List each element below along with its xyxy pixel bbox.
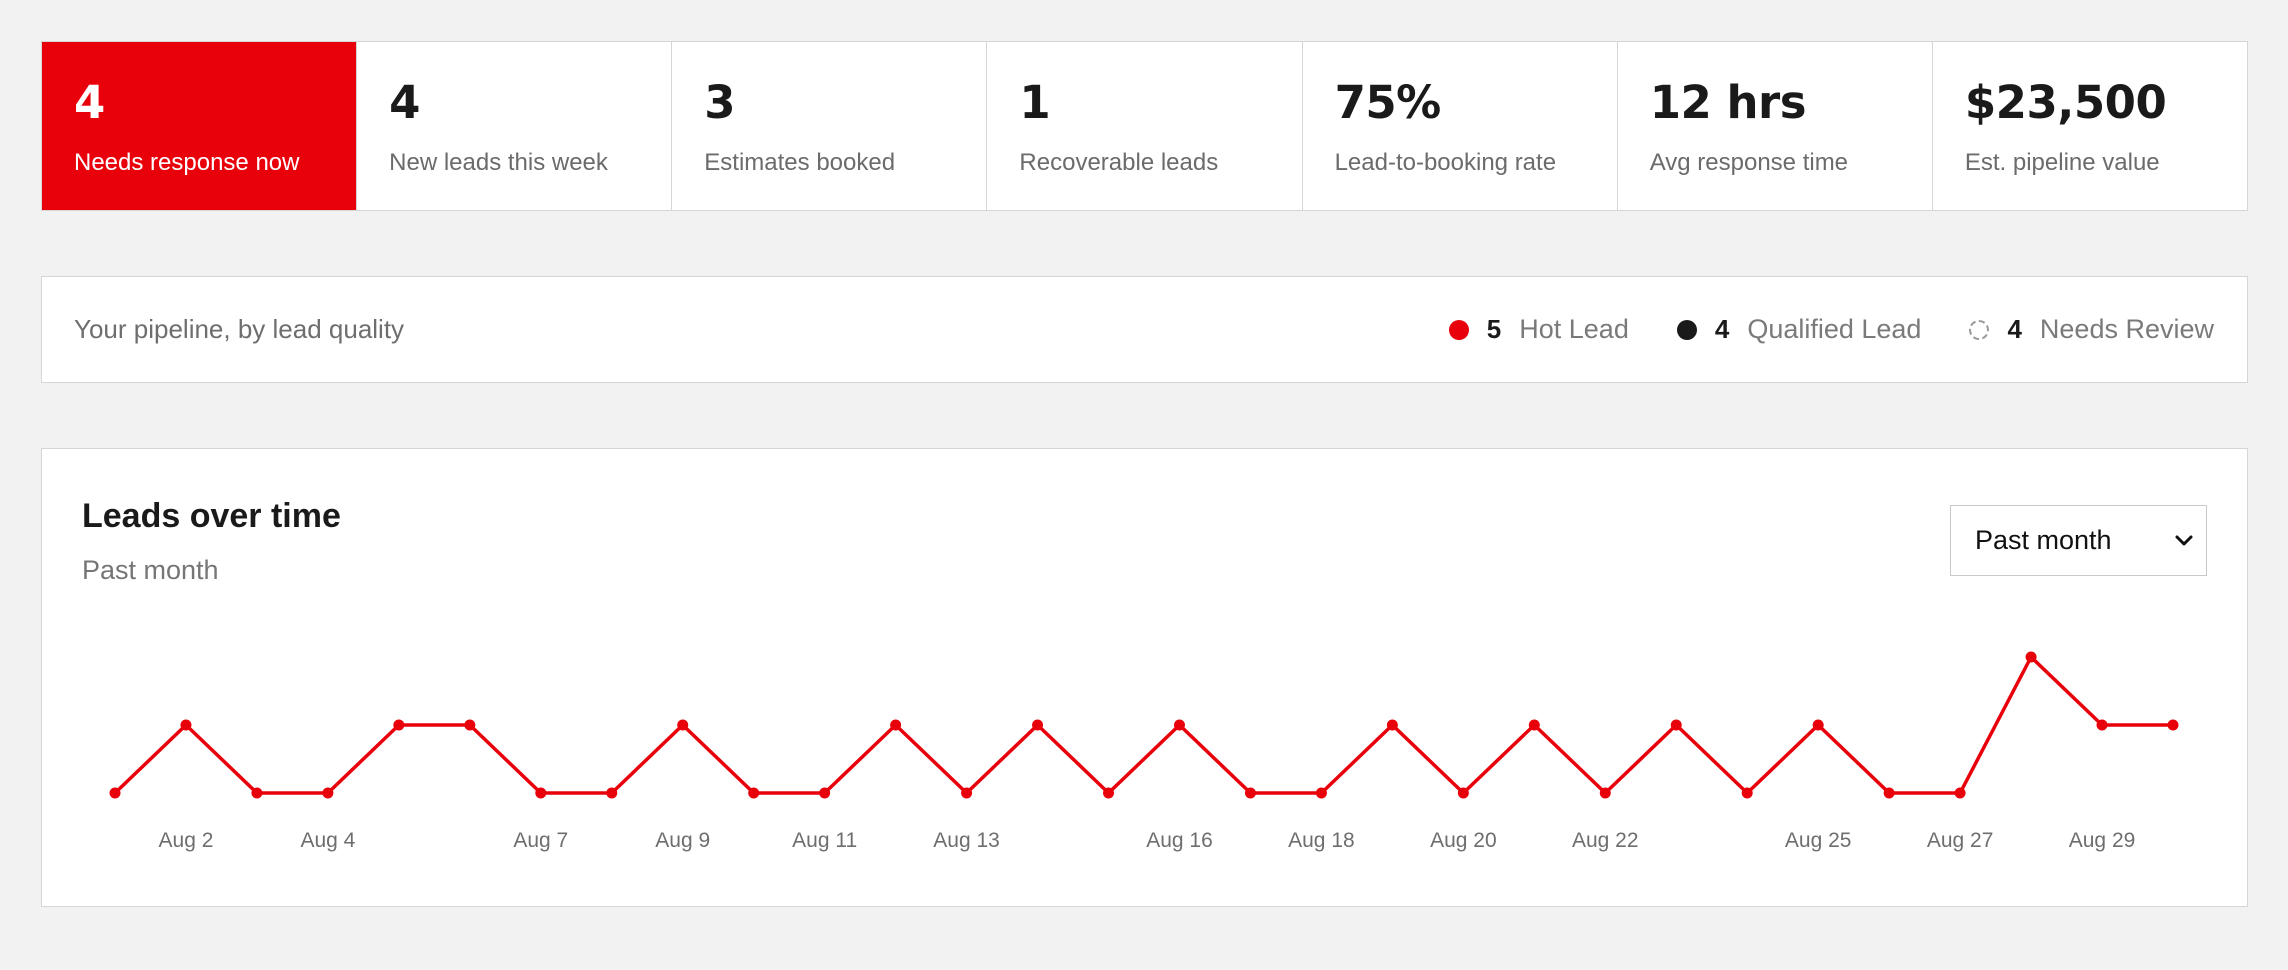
data-point[interactable] — [961, 787, 973, 799]
quality-item-needs-review[interactable]: 4 Needs Review — [1969, 314, 2214, 345]
hot-lead-dot-icon — [1448, 319, 1469, 340]
data-point[interactable] — [2167, 719, 2179, 731]
kpi-strip: 4 Needs response now 4 New leads this we… — [41, 41, 2248, 211]
x-tick-label: Aug 20 — [1430, 829, 1497, 852]
dashboard: 4 Needs response now 4 New leads this we… — [41, 41, 2248, 907]
quality-label: Hot Lead — [1519, 314, 1629, 344]
x-tick-label: Aug 27 — [1927, 829, 1994, 852]
kpi-value: 75% — [1334, 76, 1442, 129]
data-point[interactable] — [1954, 787, 1966, 799]
quality-count: 5 — [1486, 314, 1502, 344]
kpi-new-leads[interactable]: 4 New leads this week — [356, 42, 671, 210]
data-point[interactable] — [2025, 651, 2037, 663]
chart-subtitle: Past month — [82, 555, 219, 585]
series-line — [113, 655, 2173, 795]
chart-title: Leads over time — [82, 497, 341, 535]
data-point[interactable] — [1315, 787, 1327, 799]
x-tick-label: Aug 22 — [1572, 829, 1639, 852]
quality-count: 4 — [1714, 314, 1730, 344]
kpi-label: Avg response time — [1649, 149, 1849, 176]
x-tick-label: Aug 16 — [1146, 829, 1213, 852]
pipeline-quality-bar: Your pipeline, by lead quality 5 Hot Lea… — [41, 276, 2248, 383]
data-point[interactable] — [464, 719, 476, 731]
quality-label: Qualified Lead — [1747, 314, 1922, 344]
x-tick-label: Aug 9 — [655, 829, 710, 852]
data-point[interactable] — [1741, 787, 1753, 799]
kpi-label: New leads this week — [389, 149, 608, 176]
quality-item-hot-lead[interactable]: 5 Hot Lead — [1448, 314, 1629, 345]
data-point[interactable] — [1244, 787, 1256, 799]
x-tick-layer: Aug 2 Aug 4 Aug 7 Aug 9 Aug 11 Aug 13 Aug 16 Au… — [159, 829, 2136, 852]
kpi-avg-response[interactable]: 12 hrs Avg response time — [1616, 42, 1932, 210]
data-point[interactable] — [1883, 787, 1895, 799]
time-range-select[interactable]: Past month — [1950, 505, 2207, 576]
kpi-label: Estimates booked — [704, 149, 896, 176]
quality-legend: 5 Hot Lead 4 Qualified Lead 4 Needs Revi… — [1401, 314, 2214, 345]
kpi-booking-rate[interactable]: 75% Lead-to-booking rate — [1301, 42, 1617, 210]
x-tick-label: Aug 7 — [513, 829, 568, 852]
time-range-value: Past month — [1975, 525, 2112, 555]
kpi-label: Needs response now — [74, 149, 300, 176]
kpi-value: 12 hrs — [1649, 76, 1807, 129]
data-point[interactable] — [322, 787, 334, 799]
data-point[interactable] — [890, 719, 902, 731]
kpi-value: 1 — [1019, 76, 1051, 129]
data-point[interactable] — [606, 787, 618, 799]
x-tick-label: Aug 29 — [2069, 829, 2136, 852]
point-layer — [109, 651, 2179, 799]
kpi-needs-response[interactable]: 4 Needs response now — [42, 42, 357, 210]
data-point[interactable] — [1670, 719, 1682, 731]
kpi-value: $23,500 — [1964, 76, 2167, 129]
data-point[interactable] — [109, 787, 121, 799]
needs-review-dot-icon — [1969, 319, 1990, 340]
data-point[interactable] — [251, 787, 263, 799]
kpi-pipeline-value[interactable]: $23,500 Est. pipeline value — [1931, 42, 2247, 210]
data-point[interactable] — [2096, 719, 2108, 731]
data-point[interactable] — [1103, 787, 1115, 799]
data-point[interactable] — [393, 719, 405, 731]
data-point[interactable] — [1032, 719, 1044, 731]
kpi-value: 3 — [704, 76, 736, 129]
kpi-label: Recoverable leads — [1019, 149, 1219, 176]
quality-item-qualified-lead[interactable]: 4 Qualified Lead — [1676, 314, 1922, 345]
qualified-lead-dot-icon — [1676, 319, 1697, 340]
data-point[interactable] — [819, 787, 831, 799]
leads-over-time-card: Leads over time Past month Past month Au… — [41, 448, 2248, 907]
data-point[interactable] — [1173, 719, 1185, 731]
kpi-value: 4 — [389, 76, 420, 129]
x-tick-label: Aug 11 — [792, 829, 857, 852]
quality-label: Needs Review — [2039, 314, 2214, 344]
line-layer — [113, 655, 2173, 795]
pipeline-quality-title: Your pipeline, by lead quality — [74, 314, 405, 344]
data-point[interactable] — [1599, 787, 1611, 799]
data-point[interactable] — [1386, 719, 1398, 731]
x-tick-label: Aug 4 — [300, 829, 355, 852]
x-tick-label: Aug 2 — [159, 829, 214, 852]
kpi-estimates-booked[interactable]: 3 Estimates booked — [671, 42, 986, 210]
kpi-label: Lead-to-booking rate — [1334, 149, 1557, 176]
data-point[interactable] — [1812, 719, 1824, 731]
data-point[interactable] — [1528, 719, 1540, 731]
x-tick-label: Aug 25 — [1785, 829, 1852, 852]
data-point[interactable] — [748, 787, 760, 799]
data-point[interactable] — [535, 787, 547, 799]
kpi-recoverable-leads[interactable]: 1 Recoverable leads — [986, 42, 1301, 210]
data-point[interactable] — [677, 719, 689, 731]
data-point[interactable] — [1457, 787, 1469, 799]
leads-line-chart: Aug 2 Aug 4 Aug 7 Aug 9 Aug 11 Aug 13 Aug 16 Au… — [109, 651, 2179, 852]
x-tick-label: Aug 13 — [933, 829, 1000, 852]
kpi-label: Est. pipeline value — [1964, 149, 2160, 176]
x-tick-label: Aug 18 — [1288, 829, 1355, 852]
chevron-down-icon — [2175, 535, 2193, 545]
quality-count: 4 — [2007, 314, 2022, 344]
data-point[interactable] — [180, 719, 192, 731]
kpi-value: 4 — [74, 76, 105, 129]
